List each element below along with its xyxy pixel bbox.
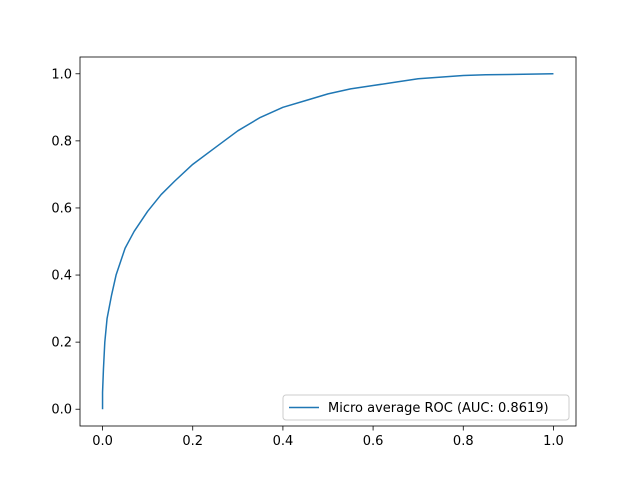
- curve-layer: [101, 73, 554, 410]
- y-tick-label: 0.0: [51, 403, 72, 418]
- x-tick-label: 0.6: [363, 434, 384, 449]
- legend-box: [282, 394, 570, 421]
- x-tick-label: 0.2: [182, 434, 203, 449]
- y-tick-label: 0.2: [51, 336, 72, 351]
- y-tick-label: 0.6: [51, 201, 72, 216]
- x-tick-label: 0.8: [453, 434, 474, 449]
- x-tick-label: 0.4: [273, 434, 294, 449]
- y-axis-ticks: 0.0 0.2 0.4 0.6 0.8 1.0: [51, 67, 80, 418]
- roc-curve-line: [101, 73, 554, 410]
- x-tick-label: 0.0: [92, 434, 113, 449]
- legend: Micro average ROC (AUC: 0.8619): [282, 394, 570, 421]
- y-tick-label: 0.4: [51, 269, 72, 284]
- axes-frame: [79, 56, 577, 427]
- y-tick-label: 0.8: [51, 134, 72, 149]
- y-tick-label: 1.0: [51, 67, 72, 82]
- x-tick-label: 1.0: [543, 434, 564, 449]
- x-axis-ticks: 0.0 0.2 0.4 0.6 0.8 1.0: [92, 426, 564, 449]
- plot-area: [80, 57, 576, 426]
- legend-label: Micro average ROC (AUC: 0.8619): [328, 401, 549, 416]
